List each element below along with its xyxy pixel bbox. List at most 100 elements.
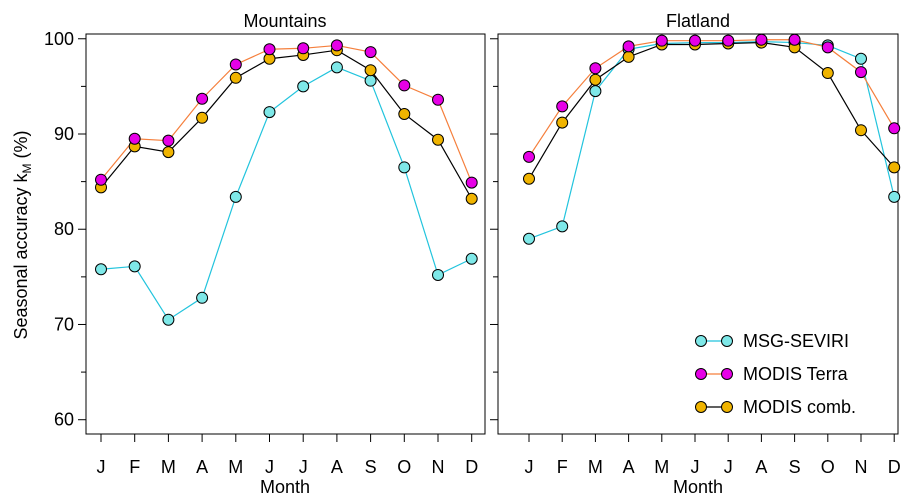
data-point-modis-terra [888,122,901,135]
data-point-msg-seviri [432,268,444,281]
x-tick-label: A [196,457,208,477]
data-point-msg-seviri [196,291,209,304]
x-tick-label: J [691,457,700,477]
y-tick-label: 80 [54,219,74,239]
x-tick-label: J [525,457,534,477]
data-point-modis-comb- [523,172,535,185]
y-axis-flatland [490,38,498,421]
legend-marker-modis-comb- [695,401,707,413]
x-tick-label: M [654,457,669,477]
data-point-modis-comb- [888,161,901,174]
series-line-modis-terra [100,44,473,183]
data-point-msg-seviri [364,74,377,87]
data-point-modis-terra [263,43,276,56]
data-point-modis-terra [755,33,768,46]
data-point-modis-terra [722,34,735,47]
data-point-msg-seviri [263,106,276,119]
data-point-modis-terra [788,33,801,46]
x-tick-label: A [623,457,635,477]
x-tick-label: N [855,457,868,477]
y-axis-title: Seasonal accuracy kM (%) [11,130,34,339]
data-point-modis-comb- [556,116,569,129]
x-tick-label: S [365,457,377,477]
series-line-modis-comb- [100,49,473,200]
data-point-msg-seviri [162,313,175,326]
data-point-msg-seviri [128,260,141,273]
data-point-modis-comb- [229,71,242,84]
y-axis-title-unit: (%) [11,130,31,163]
data-point-modis-comb- [364,64,377,77]
legend-marker-modis-terra [695,368,707,380]
legend-marker-msg-seviri [721,335,733,347]
data-point-msg-seviri [589,85,602,98]
y-tick-label: 90 [54,124,74,144]
data-point-modis-comb- [589,73,602,86]
data-point-modis-comb- [398,108,411,120]
x-tick-label: O [397,457,411,477]
y-axis-title-subscript: M [20,163,34,173]
data-point-msg-seviri [330,61,343,74]
series-flatland [523,33,901,245]
data-point-modis-terra [432,93,444,106]
series-line-modis-comb- [528,41,895,180]
y-tick-label: 100 [44,29,74,49]
legend-label-modis-comb-: MODIS comb. [743,397,856,417]
data-point-modis-terra [162,134,175,147]
x-tick-label: J [299,457,308,477]
data-point-msg-seviri [888,190,901,203]
data-point-modis-terra [196,92,209,105]
data-point-modis-terra [95,173,107,186]
x-tick-label: J [97,457,106,477]
x-tick-label: D [888,457,901,477]
series-line-msg-seviri [528,41,895,240]
data-point-msg-seviri [95,263,107,276]
data-point-modis-comb- [855,124,867,137]
data-point-modis-comb- [432,133,444,146]
data-point-modis-terra [297,42,310,55]
data-point-msg-seviri [523,232,535,245]
data-point-msg-seviri [855,52,867,65]
data-point-modis-terra [589,62,602,75]
data-point-modis-terra [229,58,242,71]
series-line-modis-terra [528,39,895,158]
x-axis-title-mountains: Month [260,477,310,497]
legend-marker-modis-terra [721,368,733,380]
x-tick-label: S [789,457,801,477]
data-point-modis-comb- [821,67,834,80]
x-tick-label: D [465,457,478,477]
data-point-msg-seviri [465,252,478,265]
y-tick-label: 70 [54,314,74,334]
plot-frame-flatland [497,33,899,435]
data-point-modis-terra [330,39,343,52]
data-point-modis-comb- [196,111,209,124]
data-point-modis-terra [465,176,478,189]
panel-title-mountains: Mountains [243,11,326,31]
data-point-modis-terra [364,46,377,59]
data-point-modis-terra [128,132,141,145]
x-tick-label: J [265,457,274,477]
data-point-modis-comb- [162,146,175,159]
data-point-modis-comb- [622,50,635,63]
legend-marker-msg-seviri [695,335,707,347]
data-point-modis-terra [655,34,668,47]
x-tick-label: F [129,457,140,477]
data-point-modis-terra [689,34,701,47]
x-tick-label: J [724,457,733,477]
data-point-modis-terra [398,79,411,92]
legend-marker-modis-comb- [721,401,733,413]
x-tick-label: F [557,457,568,477]
data-point-modis-terra [523,150,535,163]
data-point-modis-terra [821,41,834,54]
series-line-msg-seviri [100,66,472,321]
panel-title-flatland: Flatland [666,11,730,31]
x-tick-label: M [161,457,176,477]
legend-label-msg-seviri: MSG-SEVIRI [743,331,849,351]
x-tick-label: A [755,457,767,477]
x-tick-label: A [331,457,343,477]
x-tick-label: M [228,457,243,477]
